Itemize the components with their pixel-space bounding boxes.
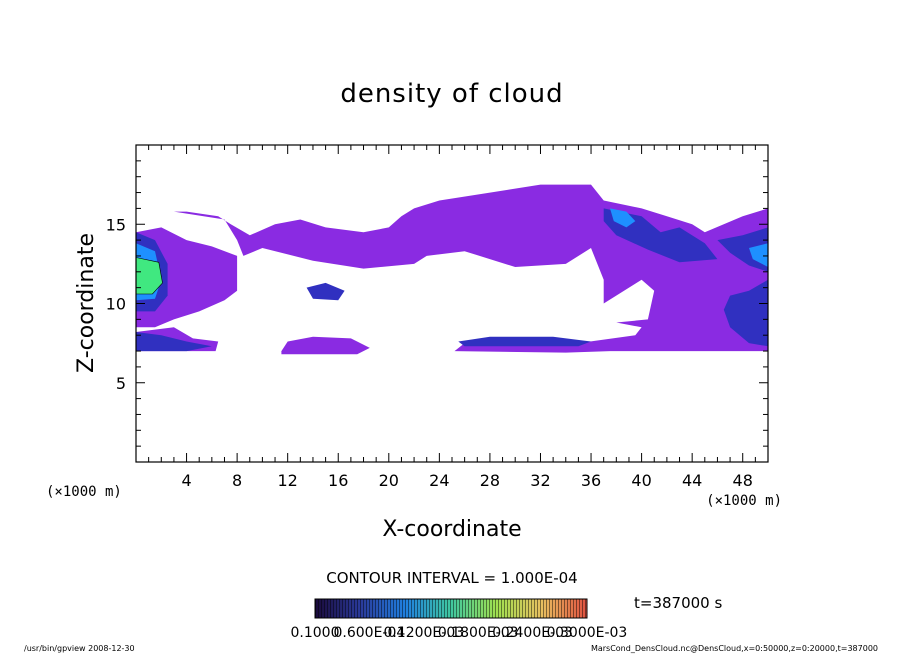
footer-right: MarsCond_DensCloud.nc@DensCloud,x=0:5000… xyxy=(591,644,878,653)
y-axis-label: Z-coordinate xyxy=(74,233,99,373)
x-tick-label: 4 xyxy=(181,471,191,490)
density-region-low xyxy=(136,332,212,352)
density-region-low xyxy=(306,282,345,301)
x-tick-label: 48 xyxy=(733,471,753,490)
chart-title: density of cloud xyxy=(340,79,563,109)
x-tick-label: 20 xyxy=(379,471,399,490)
colorbar-label: 0.3000E-03 xyxy=(547,625,628,641)
y-tick-label: 5 xyxy=(116,374,126,393)
colorbar-label: 0.2400E-03 xyxy=(492,625,573,641)
colorbar-label: 0.600E-04 xyxy=(334,625,406,641)
density-region-low xyxy=(723,279,768,347)
colorbar-label: 0.1000 xyxy=(291,625,340,641)
x-axis-label: X-coordinate xyxy=(382,517,521,542)
x-tick-label: 8 xyxy=(232,471,242,490)
colorbar-frame xyxy=(314,598,588,619)
y-unit-label: (×1000 m) xyxy=(46,484,122,500)
colorbar-labels: 0.10000.600E-040.1200E-030.1800E-030.240… xyxy=(291,625,628,641)
x-tick-label: 44 xyxy=(682,471,702,490)
density-region-lowest xyxy=(281,336,370,355)
x-tick-label: 16 xyxy=(328,471,348,490)
contour-interval: CONTOUR INTERVAL = 1.000E-04 xyxy=(326,569,577,587)
time-label: t=387000 s xyxy=(634,594,722,612)
colorbar-label: 0.1200E-03 xyxy=(383,625,464,641)
density-region-mid xyxy=(610,208,636,228)
footer-left: /usr/bin/gpview 2008-12-30 xyxy=(24,644,135,653)
density-field xyxy=(136,184,768,355)
x-tick-label: 36 xyxy=(581,471,601,490)
density-region-low xyxy=(458,336,591,347)
x-tick-label: 12 xyxy=(278,471,298,490)
x-tick-label: 24 xyxy=(429,471,449,490)
density-region-mid xyxy=(749,243,768,267)
x-tick-label: 28 xyxy=(480,471,500,490)
density-region-low xyxy=(717,227,768,272)
y-tick-label: 10 xyxy=(106,295,126,314)
x-tick-label: 32 xyxy=(530,471,550,490)
x-tick-label: 40 xyxy=(631,471,651,490)
y-tick-label: 15 xyxy=(106,215,126,234)
colorbar-label: 0.1800E-03 xyxy=(438,625,519,641)
x-unit-label: (×1000 m) xyxy=(706,493,782,509)
colorbar-ticks xyxy=(315,599,587,618)
density-region-high xyxy=(136,257,163,295)
